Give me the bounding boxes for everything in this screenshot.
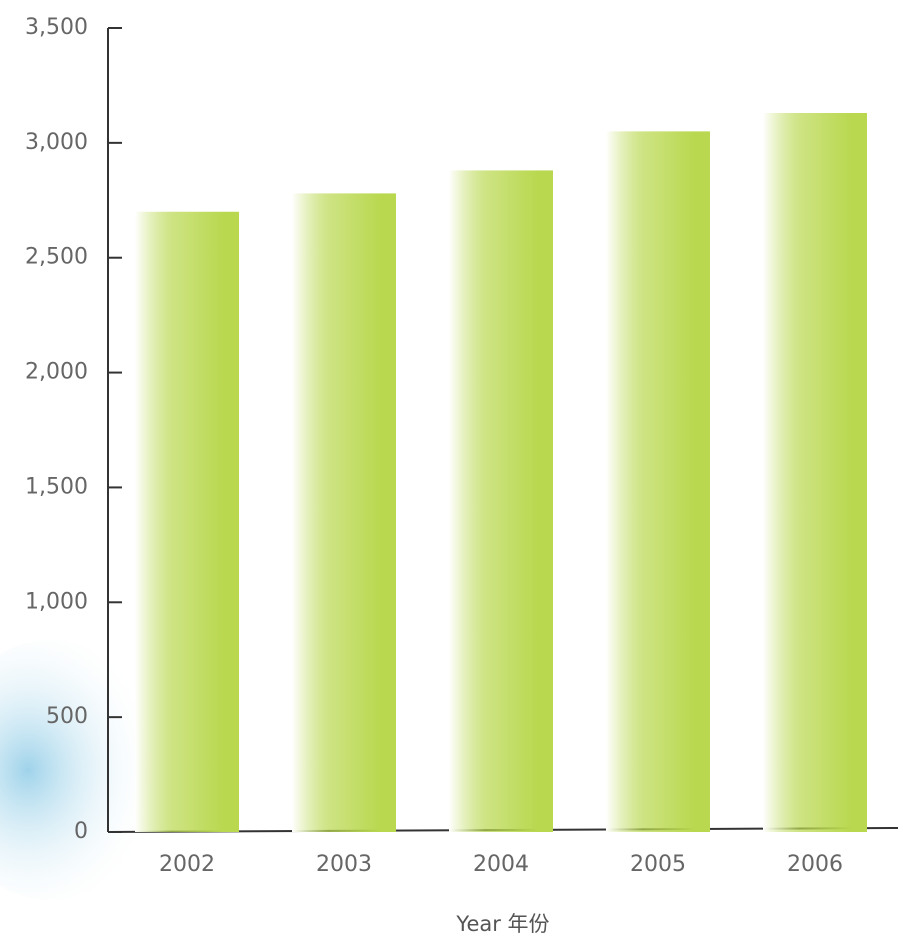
x-tick-label: 2004 [473, 852, 529, 877]
bar [135, 211, 239, 832]
y-tick-label: 2,000 [25, 360, 88, 385]
x-tick-label: 2005 [630, 852, 686, 877]
x-tick-label: 2003 [316, 852, 372, 877]
y-tick-label: 3,500 [25, 15, 88, 40]
bar [292, 193, 396, 832]
x-tick-label: 2002 [159, 852, 215, 877]
y-tick-label: 0 [74, 819, 88, 844]
bar [763, 112, 867, 833]
y-tick-label: 3,000 [25, 130, 88, 155]
bar [606, 131, 710, 832]
y-tick-label: 1,500 [25, 474, 88, 499]
y-tick-label: 1,000 [25, 589, 88, 614]
y-tick-label: 2,500 [25, 245, 88, 270]
y-tick-label: 500 [46, 704, 88, 729]
bar [449, 170, 553, 832]
x-axis-title: Year 年份 [455, 912, 549, 936]
x-tick-label: 2006 [787, 852, 843, 877]
background-photo [0, 640, 160, 900]
